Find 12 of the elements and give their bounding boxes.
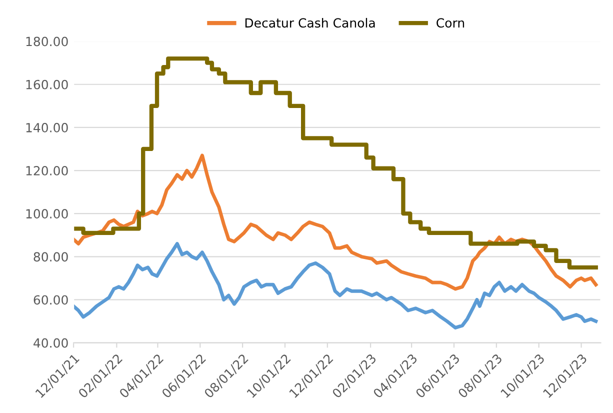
- legend-label: Corn: [436, 18, 464, 28]
- y-tick-label: 120.00: [26, 166, 68, 176]
- y-tick-label: 40.00: [34, 338, 68, 348]
- y-tick-label: 160.00: [26, 80, 68, 90]
- y-tick-label: 140.00: [26, 122, 68, 132]
- line-series: [74, 154, 598, 291]
- y-tick-label: 60.00: [34, 295, 68, 305]
- y-tick-label: 80.00: [34, 252, 68, 262]
- y-tick-label: 100.00: [26, 209, 68, 219]
- y-tick-label: 180.00: [26, 36, 68, 46]
- line-series: [74, 242, 598, 330]
- legend-label: Decatur Cash Canola: [245, 18, 375, 28]
